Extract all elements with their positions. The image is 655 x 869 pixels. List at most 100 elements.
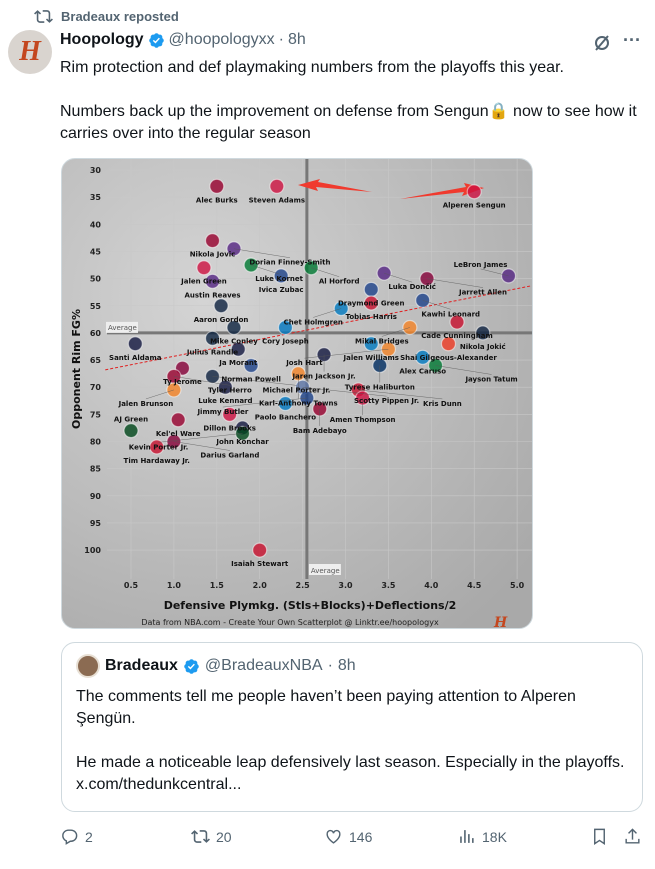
y-tick-label: 60: [90, 329, 102, 338]
label-leader-line: [358, 389, 443, 400]
x-tick-label: 3.0: [338, 581, 353, 590]
data-point: [204, 330, 221, 346]
grok-icon[interactable]: [592, 33, 612, 53]
data-point: [273, 268, 289, 284]
reply-icon: [62, 829, 78, 845]
reply-button[interactable]: 2: [60, 827, 93, 846]
point-label: Kris Dunn: [423, 400, 462, 408]
quote-handle[interactable]: @BradeauxNBA: [204, 657, 323, 674]
point-label: Isaiah Stewart: [231, 560, 289, 568]
tweet-text: Rim protection and def playmaking number…: [60, 59, 637, 142]
x-tick-label: 0.5: [124, 581, 139, 590]
data-point: [427, 357, 444, 374]
repost-button[interactable]: 20: [191, 827, 232, 846]
point-label: Kevin Porter Jr.: [129, 443, 189, 451]
action-bar: 2 20 146 18K: [60, 827, 645, 849]
point-label: Cade Cunningham: [421, 332, 493, 340]
point-label: Dorian Finney-Smith: [249, 259, 330, 267]
reply-count: 2: [85, 828, 93, 845]
author-handle[interactable]: @hoopologyxx: [168, 31, 275, 48]
y-tick-label: 65: [90, 356, 102, 365]
point-label: Tobias Harris: [346, 313, 397, 321]
x-tick-label: 1.5: [210, 581, 225, 590]
like-count: 146: [349, 828, 373, 845]
quote-timestamp[interactable]: 8h: [337, 657, 356, 674]
point-label: Nikola Jovic: [190, 251, 236, 259]
label-leader-line: [480, 268, 509, 277]
y-tick-label: 85: [90, 465, 102, 474]
data-point: [243, 357, 259, 374]
data-point: [363, 281, 379, 298]
data-point: [243, 257, 259, 273]
point-label: Jalen Brunson: [118, 400, 174, 408]
like-button[interactable]: 146: [324, 827, 372, 846]
label-leader-line: [304, 348, 389, 359]
label-leader-line: [384, 272, 413, 283]
point-label: Luka Dončić: [388, 283, 436, 291]
point-label: Mikal Bridges: [355, 337, 409, 345]
avatar[interactable]: H: [8, 30, 52, 74]
point-label: Kel'el Ware: [156, 430, 201, 438]
point-label: Jalen Green: [180, 278, 227, 286]
x-tick-label: 4.5: [467, 581, 482, 590]
data-point: [230, 341, 246, 357]
y-tick-label: 35: [90, 193, 102, 202]
author-name[interactable]: Hoopology: [60, 31, 144, 48]
repost-indicator[interactable]: Bradeaux reposted: [34, 7, 179, 26]
point-label: Kawhi Leonard: [421, 310, 480, 318]
point-label: Santi Aldama: [109, 354, 162, 362]
quote-text: The comments tell me people haven’t been…: [76, 688, 625, 793]
data-point: [269, 178, 285, 194]
scatter-chart: 0.5 1.0 1.5 2.0 2.5 3.0 3.5 4.0 4.5 5.0 30 35 40 45 50…: [70, 159, 532, 629]
data-point: [415, 349, 431, 365]
bookmark-icon[interactable]: [590, 827, 609, 846]
x-tick-label: 4.0: [424, 581, 439, 590]
point-label: Nikola Jokić: [460, 343, 506, 351]
share-icon[interactable]: [623, 827, 642, 846]
point-label: Alperen Sengun: [443, 202, 506, 210]
quote-author-name[interactable]: Bradeaux: [105, 657, 178, 674]
point-label: LeBron James: [454, 261, 508, 269]
label-leader-line: [222, 397, 307, 408]
data-point: [376, 265, 392, 281]
data-point: [475, 325, 491, 341]
point-label: Karl-Anthony Towns: [259, 400, 338, 408]
quoted-tweet[interactable]: Bradeaux @BradeauxNBA · 8h The comments …: [61, 642, 643, 812]
timestamp[interactable]: 8h: [287, 31, 306, 48]
data-point: [277, 319, 294, 336]
data-point: [466, 184, 482, 200]
label-leader-line: [145, 389, 174, 400]
x-tick-label: 2.5: [296, 581, 311, 590]
tweet-image-chart[interactable]: 0.5 1.0 1.5 2.0 2.5 3.0 3.5 4.0 4.5 5.0 30 35 40 45 50…: [61, 158, 533, 629]
views-button[interactable]: 18K: [457, 827, 507, 846]
point-label: Jarrett Allen: [458, 289, 507, 297]
data-point: [500, 268, 517, 284]
point-label: Amen Thompson: [330, 416, 396, 424]
point-label: Tim Hardaway Jr.: [124, 457, 190, 465]
heart-icon: [326, 829, 341, 844]
quote-header: Bradeaux @BradeauxNBA · 8h: [76, 654, 356, 678]
x-axis-label: Defensive Plymkg. (Stls+Blocks)+Deflecti…: [164, 599, 457, 612]
point-label: Draymond Green: [338, 299, 405, 307]
separator: ·: [327, 657, 333, 674]
more-options-icon[interactable]: ···: [623, 30, 641, 50]
hoopology-logo: H: [493, 615, 508, 629]
data-point: [149, 439, 165, 455]
label-leader-line: [426, 278, 484, 288]
y-tick-label: 40: [90, 220, 102, 229]
x-tick-label: 5.0: [510, 581, 525, 590]
point-label: Darius Garland: [200, 452, 259, 460]
point-label: Scotty Pippen Jr.: [354, 397, 419, 405]
point-label: Al Horford: [319, 278, 360, 286]
label-leader-line: [173, 376, 230, 386]
data-point: [363, 295, 379, 311]
point-label: Jalen Williams: [343, 354, 399, 362]
quote-avatar[interactable]: [76, 654, 100, 678]
point-label: Cory Joseph: [262, 337, 309, 345]
y-tick-label: 75: [90, 410, 102, 419]
point-label: Jayson Tatum: [464, 375, 517, 383]
repost-count: 20: [216, 828, 232, 845]
y-tick-label: 95: [90, 519, 102, 528]
point-label: Paolo Banchero: [255, 413, 316, 421]
data-point: [204, 273, 221, 289]
